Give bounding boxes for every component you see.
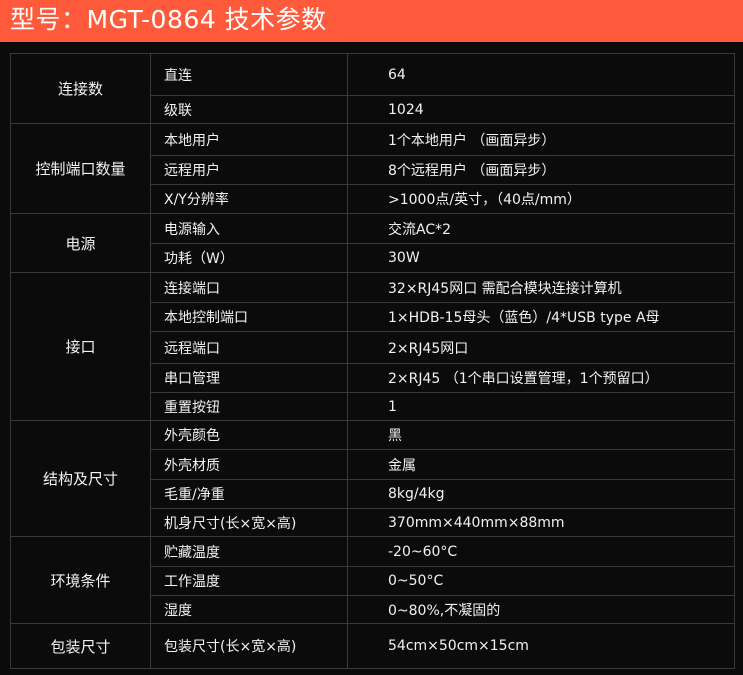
spec-value: 金属 [347, 449, 735, 480]
table-row: 环境条件 贮藏温度 -20~60°C [10, 536, 735, 624]
spec-key: 毛重/净重 [150, 479, 348, 509]
table-row: 重置按钮 1 [11, 392, 735, 421]
table-row: 连接数 直连 64 [10, 53, 735, 124]
spec-value: 8个远程用户 （画面异步） [347, 155, 735, 185]
spec-value: 54cm×50cm×15cm [347, 623, 735, 669]
group-label: 结构及尺寸 [10, 420, 151, 537]
spec-table: 连接数 直连 64 级联 1024 控制端口数量 本地用户 1个本地用户 （画面异步） 远程用户… [10, 53, 735, 669]
spec-key: 本地用户 [150, 123, 348, 156]
spec-value: 黑 [347, 420, 735, 450]
spec-key: X/Y分辨率 [150, 184, 348, 214]
spec-value: 1 [347, 392, 735, 421]
spec-key: 串口管理 [150, 363, 348, 393]
spec-value: -20~60°C [347, 536, 735, 567]
spec-key: 湿度 [150, 595, 348, 624]
spec-value: 30W [347, 243, 735, 273]
table-row: 本地控制端口 1×HDB-15母头（蓝色）/4*USB type A母 [11, 302, 735, 332]
spec-value: 交流AC*2 [347, 213, 735, 244]
spec-key: 工作温度 [150, 566, 348, 596]
table-row: X/Y分辨率 >1000点/英寸，（40点/mm） [11, 184, 735, 214]
table-row: 接口 连接端口 32×RJ45网口 需配合模块连接计算机 [10, 272, 735, 421]
spec-key: 包装尺寸(长×宽×高) [150, 623, 348, 669]
group-label: 环境条件 [10, 536, 151, 624]
spec-key: 本地控制端口 [150, 302, 348, 332]
spec-value: >1000点/英寸，（40点/mm） [347, 184, 735, 214]
spec-key: 级联 [150, 95, 348, 124]
table-row: 控制端口数量 本地用户 1个本地用户 （画面异步） [10, 123, 735, 214]
spec-key: 贮藏温度 [150, 536, 348, 567]
spec-value: 0~80%,不凝固的 [347, 595, 735, 624]
header-banner: 型号：MGT-0864 技术参数 [0, 0, 743, 42]
spec-key: 机身尺寸(长×宽×高) [150, 508, 348, 537]
spec-key: 重置按钮 [150, 392, 348, 421]
spec-value: 2×RJ45 （1个串口设置管理，1个预留口） [347, 363, 735, 393]
table-row: 外壳材质 金属 [11, 449, 735, 480]
table-row: 结构及尺寸 外壳颜色黑 [10, 420, 735, 537]
spec-value: 0~50°C [347, 566, 735, 596]
spec-key: 外壳颜色 [150, 420, 348, 450]
spec-key: 直连 [150, 53, 348, 96]
table-row: 远程用户 8个远程用户 （画面异步） [11, 155, 735, 185]
spec-value: 1个本地用户 （画面异步） [347, 123, 735, 156]
spec-key: 外壳材质 [150, 449, 348, 480]
table-row: 毛重/净重 8kg/4kg [11, 479, 735, 509]
spec-value: 32×RJ45网口 需配合模块连接计算机 [347, 272, 735, 303]
page-title: 型号：MGT-0864 技术参数 [10, 5, 327, 34]
group-label: 接口 [10, 272, 151, 421]
table-row: 级联 1024 [11, 95, 735, 124]
spec-value: 1×HDB-15母头（蓝色）/4*USB type A母 [347, 302, 735, 332]
spec-value: 2×RJ45网口 [347, 331, 735, 364]
spec-value: 370mm×440mm×88mm [347, 508, 735, 537]
spec-key: 电源输入 [150, 213, 348, 244]
spec-value: 1024 [347, 95, 735, 124]
spec-key: 远程端口 [150, 331, 348, 364]
table-row: 功耗（W） 30W [11, 243, 735, 273]
group-label: 控制端口数量 [10, 123, 151, 214]
spec-key: 连接端口 [150, 272, 348, 303]
table-row: 电源 电源输入 交流AC*2 [10, 213, 735, 273]
spec-key: 远程用户 [150, 155, 348, 185]
table-row: 包装尺寸 包装尺寸(长×宽×高) 54cm×50cm×15cm [10, 623, 735, 669]
group-label: 电源 [10, 213, 151, 273]
group-label: 包装尺寸 [10, 623, 151, 669]
spec-key: 功耗（W） [150, 243, 348, 273]
table-row: 远程端口 2×RJ45网口 [11, 331, 735, 364]
group-label: 连接数 [10, 53, 151, 124]
spec-value: 8kg/4kg [347, 479, 735, 509]
spec-value: 64 [347, 53, 735, 96]
table-row: 串口管理 2×RJ45 （1个串口设置管理，1个预留口） [11, 363, 735, 393]
